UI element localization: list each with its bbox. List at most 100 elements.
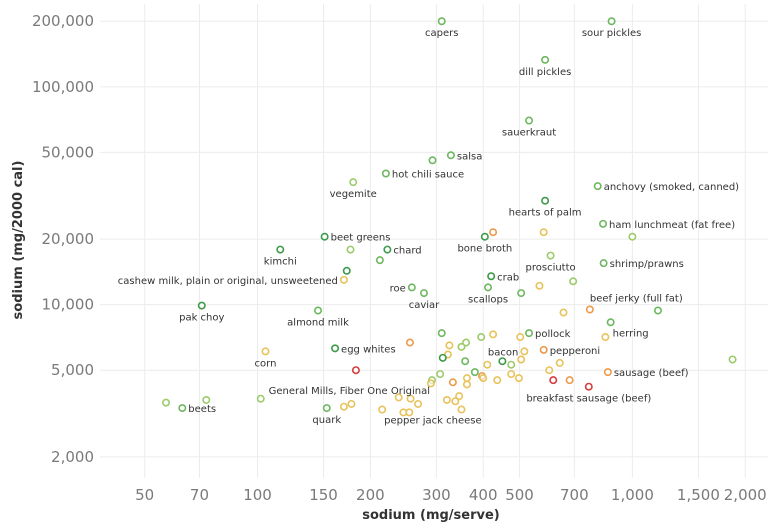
data-point[interactable] [525, 116, 534, 125]
data-point[interactable] [559, 308, 568, 317]
data-point[interactable] [493, 376, 502, 385]
data-point[interactable] [436, 370, 445, 379]
data-point[interactable] [457, 342, 466, 351]
data-point[interactable] [555, 358, 564, 367]
data-point[interactable] [653, 306, 662, 315]
data-point[interactable] [516, 333, 525, 342]
data-point[interactable] [375, 256, 384, 265]
data-point[interactable] [405, 408, 414, 417]
data-point[interactable] [314, 306, 323, 315]
data-point[interactable] [489, 330, 498, 339]
data-point[interactable] [428, 156, 437, 165]
data-point[interactable] [565, 376, 574, 385]
data-point[interactable] [381, 169, 390, 178]
data-point[interactable] [442, 395, 451, 404]
y-tick-label: 10,000 [42, 296, 95, 314]
data-point[interactable] [480, 232, 489, 241]
data-point[interactable] [445, 341, 454, 350]
data-point[interactable] [455, 392, 464, 401]
data-point[interactable] [197, 301, 206, 310]
y-tick-label: 100,000 [32, 78, 94, 96]
data-point[interactable] [276, 245, 285, 254]
data-point[interactable] [394, 393, 403, 402]
data-point[interactable] [349, 178, 358, 187]
data-point[interactable] [601, 333, 610, 342]
data-point[interactable] [256, 394, 265, 403]
data-point[interactable] [487, 272, 496, 281]
data-point[interactable] [470, 368, 479, 377]
data-point[interactable] [599, 259, 608, 268]
data-point[interactable] [414, 399, 423, 408]
data-point[interactable] [535, 281, 544, 290]
data-point[interactable] [451, 397, 460, 406]
data-point[interactable] [331, 344, 340, 353]
data-point[interactable] [477, 333, 486, 342]
data-point[interactable] [347, 399, 356, 408]
x-tick-label: 2,000 [724, 486, 767, 504]
data-point[interactable] [507, 360, 516, 369]
data-point[interactable] [517, 289, 526, 298]
data-point[interactable] [462, 374, 471, 383]
data-point[interactable] [517, 355, 526, 364]
data-point[interactable] [728, 355, 737, 364]
data-point[interactable] [419, 289, 428, 298]
data-point[interactable] [585, 305, 594, 314]
data-point[interactable] [539, 345, 548, 354]
data-point[interactable] [520, 347, 529, 356]
data-point[interactable] [545, 366, 554, 375]
data-point[interactable] [322, 404, 331, 413]
data-point[interactable] [378, 405, 387, 414]
data-point[interactable] [342, 266, 351, 275]
data-point[interactable] [178, 404, 187, 413]
data-point[interactable] [405, 338, 414, 347]
x-tick-label: 300 [422, 486, 451, 504]
data-point[interactable] [339, 275, 348, 284]
data-point[interactable] [426, 379, 435, 388]
y-tick-label: 5,000 [51, 361, 94, 379]
data-point[interactable] [584, 382, 593, 391]
data-point[interactable] [461, 357, 470, 366]
data-point[interactable] [498, 357, 507, 366]
data-point[interactable] [351, 366, 360, 375]
data-point[interactable] [541, 196, 550, 205]
data-point[interactable] [438, 353, 447, 362]
data-point[interactable] [339, 402, 348, 411]
data-point[interactable] [261, 347, 270, 356]
data-point[interactable] [320, 232, 329, 241]
data-point[interactable] [202, 395, 211, 404]
data-point[interactable] [603, 368, 612, 377]
data-point[interactable] [462, 380, 471, 389]
data-point[interactable] [457, 405, 466, 414]
data-point[interactable] [549, 376, 558, 385]
data-point[interactable] [489, 228, 498, 237]
point-label: General Mills, Fiber One Original [269, 386, 430, 397]
data-point[interactable] [407, 283, 416, 292]
data-point[interactable] [346, 245, 355, 254]
point-label: almond milk [287, 317, 349, 328]
data-point[interactable] [507, 370, 516, 379]
data-point[interactable] [448, 378, 457, 387]
data-point[interactable] [484, 283, 493, 292]
data-point[interactable] [593, 182, 602, 191]
data-point[interactable] [162, 398, 171, 407]
data-point[interactable] [606, 318, 615, 327]
data-point[interactable] [437, 17, 446, 26]
data-point[interactable] [607, 17, 616, 26]
point-label: prosciutto [526, 263, 576, 274]
data-point[interactable] [383, 245, 392, 254]
data-point[interactable] [406, 394, 415, 403]
data-point[interactable] [446, 151, 455, 160]
data-point[interactable] [541, 55, 550, 64]
data-point[interactable] [525, 329, 534, 338]
point-label: herring [613, 328, 649, 339]
data-point[interactable] [514, 374, 523, 383]
data-point[interactable] [462, 338, 471, 347]
data-point[interactable] [628, 232, 637, 241]
data-point[interactable] [599, 219, 608, 228]
data-point[interactable] [483, 360, 492, 369]
data-point[interactable] [546, 251, 555, 260]
data-point[interactable] [539, 228, 548, 237]
data-point[interactable] [479, 374, 488, 383]
data-point[interactable] [437, 329, 446, 338]
data-point[interactable] [569, 277, 578, 286]
